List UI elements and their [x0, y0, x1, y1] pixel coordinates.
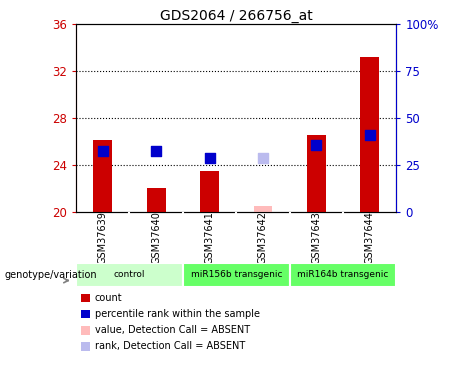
- Text: count: count: [95, 293, 122, 303]
- Text: value, Detection Call = ABSENT: value, Detection Call = ABSENT: [95, 326, 249, 335]
- Text: GSM37642: GSM37642: [258, 211, 268, 264]
- Title: GDS2064 / 266756_at: GDS2064 / 266756_at: [160, 9, 313, 23]
- Bar: [254, 206, 272, 212]
- Text: genotype/variation: genotype/variation: [5, 270, 97, 279]
- Bar: [307, 135, 326, 212]
- Text: control: control: [114, 270, 145, 279]
- Point: [313, 142, 320, 148]
- Point: [259, 155, 266, 161]
- Text: GSM37640: GSM37640: [151, 211, 161, 264]
- Text: GSM37644: GSM37644: [365, 211, 375, 264]
- Bar: [94, 140, 112, 212]
- Bar: [290, 262, 396, 287]
- Bar: [200, 171, 219, 212]
- Text: miR164b transgenic: miR164b transgenic: [297, 270, 389, 279]
- Bar: [147, 188, 165, 212]
- Bar: [183, 262, 290, 287]
- Text: rank, Detection Call = ABSENT: rank, Detection Call = ABSENT: [95, 342, 245, 351]
- Point: [206, 155, 213, 161]
- Bar: [361, 57, 379, 212]
- Text: miR156b transgenic: miR156b transgenic: [190, 270, 282, 279]
- Point: [99, 148, 106, 154]
- Text: percentile rank within the sample: percentile rank within the sample: [95, 309, 260, 319]
- Text: GSM37639: GSM37639: [98, 211, 108, 264]
- Bar: [76, 262, 183, 287]
- Point: [366, 132, 373, 138]
- Text: GSM37643: GSM37643: [311, 211, 321, 264]
- Point: [153, 148, 160, 154]
- Text: GSM37641: GSM37641: [205, 211, 214, 264]
